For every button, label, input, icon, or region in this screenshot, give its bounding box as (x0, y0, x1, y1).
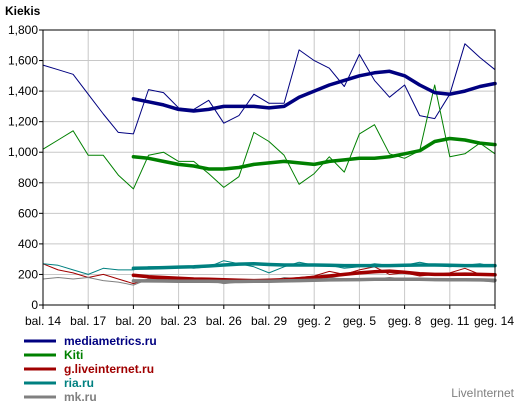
x-tick-label: geg. 5 (343, 314, 377, 328)
y-tick-label: 1,400 (8, 84, 38, 98)
x-tick-label: geg. 14 (474, 314, 514, 328)
y-tick-label: 0 (31, 298, 38, 312)
series-average-mk-ru (131, 277, 497, 284)
series-daily-mediametrics-ru (42, 43, 496, 135)
x-tick-label: bal. 14 (25, 314, 61, 328)
y-tick-label: 800 (18, 176, 38, 190)
y-tick-label: 400 (18, 237, 38, 251)
y-tick-label: 1,000 (8, 145, 38, 159)
y-tick-label: 1,200 (8, 115, 38, 129)
legend-label-mediametrics-ru: mediametrics.ru (64, 334, 157, 348)
x-tick-label: bal. 20 (115, 314, 151, 328)
x-axis-ticks: bal. 14 bal. 17 bal. 20 bal. 23 bal. 26 bal. … (25, 305, 514, 328)
legend: mediametrics.ruKitig.liveinternet.ruria.… (24, 334, 157, 404)
x-tick-label: geg. 2 (298, 314, 332, 328)
y-tick-label: 1,800 (8, 23, 38, 37)
x-tick-label: bal. 29 (251, 314, 287, 328)
plot-frame (42, 29, 496, 306)
series-average-mediametrics-ru (131, 69, 497, 113)
legend-label-mk-ru: mk.ru (64, 390, 97, 404)
series-average-g-liveinternet-ru (131, 269, 497, 283)
legend-label-kiti: Kiti (64, 348, 83, 362)
x-tick-label: bal. 23 (161, 314, 197, 328)
y-tick-label: 1,600 (8, 54, 38, 68)
x-tick-label: geg. 8 (388, 314, 422, 328)
series-average-ria-ru (131, 262, 497, 271)
chart-title: Kiekis (5, 4, 41, 18)
legend-label-g-liveinternet-ru: g.liveinternet.ru (64, 362, 154, 376)
watermark: LiveInternet (451, 386, 514, 400)
legend-label-ria-ru: ria.ru (64, 376, 94, 390)
y-tick-label: 200 (18, 267, 38, 281)
series-daily-ria-ru (42, 260, 496, 275)
y-axis-ticks: 0 200 400 600 800 1,000 1,200 1,400 1,600 1,800 (8, 23, 43, 312)
x-tick-label: geg. 11 (430, 314, 469, 328)
series-average-kiti (131, 136, 497, 171)
y-tick-label: 600 (18, 206, 38, 220)
x-tick-label: bal. 26 (206, 314, 242, 328)
x-tick-label: bal. 17 (70, 314, 106, 328)
average-series-lines (131, 69, 497, 284)
